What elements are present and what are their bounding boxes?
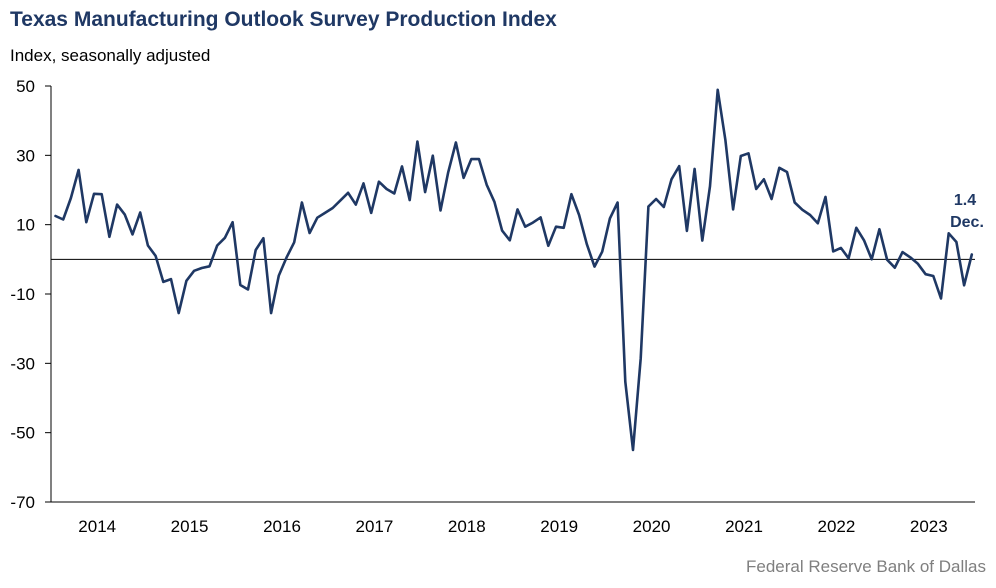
x-tick-label: 2021 <box>725 517 763 536</box>
x-tick-label: 2020 <box>633 517 671 536</box>
production-index-line <box>54 88 974 452</box>
y-tick-label: -50 <box>10 424 35 443</box>
x-tick-label: 2018 <box>448 517 486 536</box>
last-date-label: Dec. <box>950 214 984 231</box>
y-axis: 50 30 10 -10 -30 -50 -70 <box>10 77 975 512</box>
y-tick-label: 50 <box>16 77 35 96</box>
chart-subtitle: Index, seasonally adjusted <box>10 46 211 65</box>
y-tick-label: -30 <box>10 354 35 373</box>
x-tick-label: 2023 <box>910 517 948 536</box>
source-note: Federal Reserve Bank of Dallas <box>745 557 986 576</box>
x-tick-label: 2016 <box>263 517 301 536</box>
y-tick-label: -70 <box>10 493 35 512</box>
x-tick-label: 2014 <box>78 517 116 536</box>
y-tick-label: 30 <box>16 146 35 165</box>
y-tick-label: 10 <box>16 216 35 235</box>
series-layer <box>54 88 974 452</box>
last-value-label: 1.4 <box>954 192 976 209</box>
x-tick-label: 2019 <box>540 517 578 536</box>
chart-title: Texas Manufacturing Outlook Survey Produ… <box>10 8 557 31</box>
x-axis: 2014 2015 2016 2017 2018 2019 2020 2021 2022 2023 <box>51 501 975 536</box>
y-tick-label: -10 <box>10 285 35 304</box>
x-tick-label: 2015 <box>171 517 209 536</box>
x-tick-label: 2022 <box>817 517 855 536</box>
annotation-layer: 1.4 Dec. <box>950 192 984 231</box>
x-tick-label: 2017 <box>355 517 393 536</box>
